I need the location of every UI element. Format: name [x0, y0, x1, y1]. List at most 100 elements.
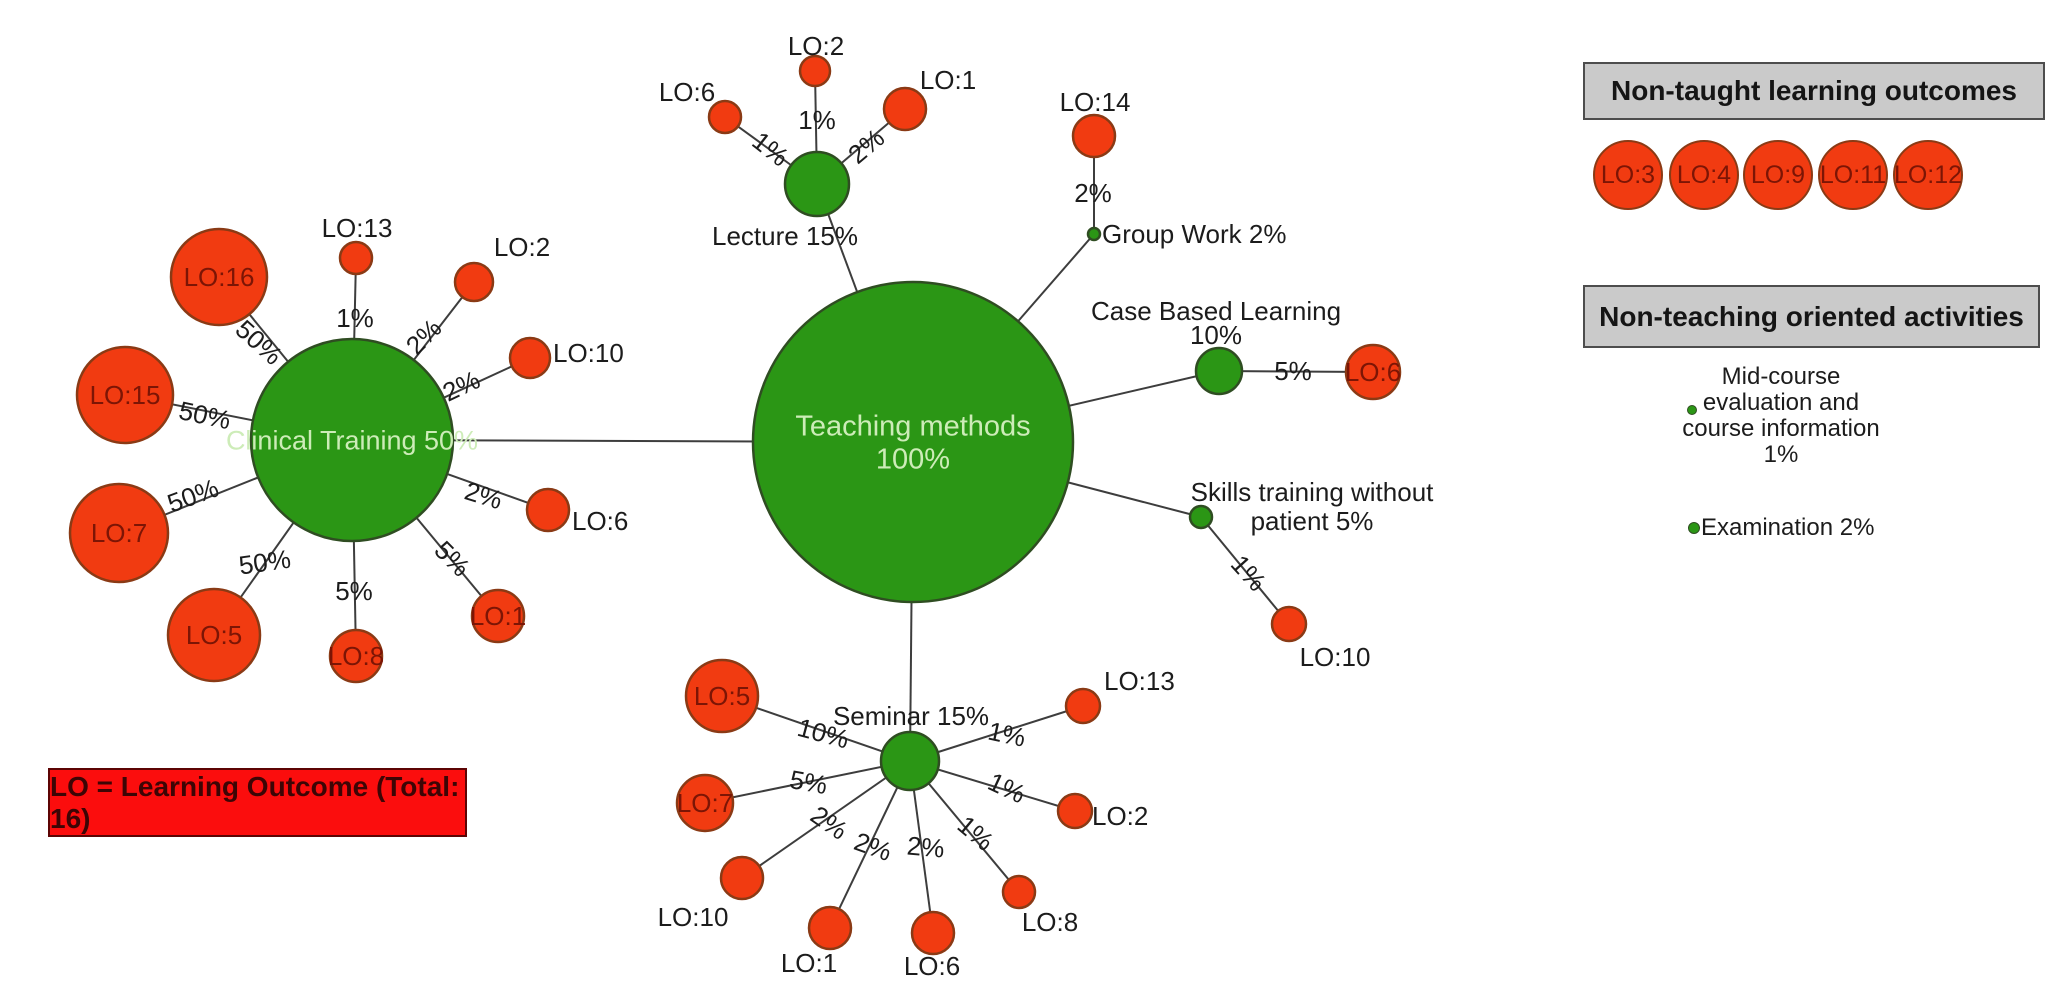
node-se_lo13-ext-label: LO:13: [1104, 666, 1175, 696]
edge-label-seminar-se_lo7: 5%: [787, 764, 829, 800]
node-se_lo10-outcome-circle: [719, 855, 765, 901]
node-se_lo2-outcome-circle: [1056, 792, 1094, 830]
node-se_lo6-ext-label: LO:6: [904, 951, 960, 981]
edge-label-seminar-se_lo6: 2%: [906, 830, 946, 863]
node-lo14-outcome-circle: [1071, 113, 1117, 159]
node-se_lo2-ext-label: LO:2: [1092, 801, 1148, 831]
node-groupwork-ext-label: Group Work 2%: [1102, 219, 1286, 249]
node-lecture-method-circle: [783, 150, 851, 218]
node-teaching-method-circle: [751, 280, 1075, 604]
node-c_lo15-label: LO:15: [90, 380, 161, 410]
edge-label-seminar-se_lo1: 2%: [850, 826, 896, 867]
node-seminar-method-circle: [879, 730, 941, 792]
node-c_lo5-outcome-circle: [166, 587, 262, 683]
node-c_lo7-label: LO:7: [91, 518, 147, 548]
edge-label-clinical-c_lo5: 50%: [237, 544, 293, 581]
node-skills-ext-label: Skills training without: [1191, 477, 1435, 507]
midcourse-evaluation-dot: [1687, 405, 1697, 415]
edge-label-clinical-c_lo6: 2%: [461, 476, 506, 516]
node-cbl-ext-label: Case Based Learning: [1091, 296, 1341, 326]
node-l_lo1-outcome-circle: [882, 86, 928, 132]
node-s_lo10-ext-label: LO:10: [1300, 642, 1371, 672]
non-teaching-activities-header: Non-teaching oriented activities: [1583, 285, 2040, 348]
edge-seminar-se_lo1: [829, 760, 911, 929]
non-taught-outcomes-header: Non-taught learning outcomes: [1583, 62, 2045, 120]
node-se_lo7-label: LO:7: [677, 788, 733, 818]
node-s_lo10-outcome-circle: [1270, 605, 1308, 643]
edge-seminar-se_lo13: [909, 705, 1084, 762]
node-cbl-method-circle: [1194, 346, 1244, 396]
non-taught-outcome-lo12: LO:12: [1893, 140, 1963, 210]
node-se_lo1-outcome-circle: [807, 905, 853, 951]
node-cbl-ext-label: 10%: [1190, 320, 1242, 350]
edge-seminar-se_lo10: [741, 760, 911, 879]
node-c_lo16-label: LO:16: [184, 262, 255, 292]
node-lecture-ext-label: Lecture 15%: [712, 221, 858, 251]
node-c_lo6-outcome-circle: [525, 487, 571, 533]
node-c_lo8-outcome-circle: [328, 628, 384, 684]
node-l_lo1-ext-label: LO:1: [920, 65, 976, 95]
node-c_lo13-outcome-circle: [338, 240, 374, 276]
node-se_lo8-ext-label: LO:8: [1022, 907, 1078, 937]
node-groupwork-method-circle: [1086, 226, 1102, 242]
node-c_lo15-outcome-circle: [75, 345, 175, 445]
non-teaching-activities-title: Non-teaching oriented activities: [1599, 300, 2024, 332]
node-se_lo8-outcome-circle: [1001, 874, 1037, 910]
node-l_lo6-outcome-circle: [707, 99, 743, 135]
non-taught-outcome-lo9: LO:9: [1743, 140, 1813, 210]
edge-label-clinical-c_lo15: 50%: [176, 395, 233, 435]
edge-label-lecture-l_lo1: 2%: [842, 123, 890, 170]
edge-label-lecture-l_lo2: 1%: [798, 105, 836, 135]
node-l_lo6-ext-label: LO:6: [659, 77, 715, 107]
midcourse-evaluation-label: Mid-course evaluation and course informa…: [1682, 363, 1880, 468]
node-c_lo10-ext-label: LO:10: [553, 338, 624, 368]
node-c_lo8-label: LO:8: [328, 641, 384, 671]
node-teaching-label: Teaching methods: [795, 411, 1030, 443]
node-se_lo13-outcome-circle: [1064, 687, 1102, 725]
node-c_lo13-ext-label: LO:13: [322, 213, 393, 243]
edge-label-lo14-groupwork: 2%: [1074, 178, 1112, 208]
node-skills-method-circle: [1188, 504, 1214, 530]
edge-label-seminar-se_lo13: 1%: [985, 716, 1028, 753]
node-se_lo1-ext-label: LO:1: [781, 948, 837, 978]
non-taught-outcome-lo11: LO:11: [1818, 140, 1888, 210]
node-seminar-ext-label: Seminar 15%: [833, 701, 989, 731]
non-taught-outcomes-title: Non-taught learning outcomes: [1611, 75, 2017, 106]
node-cb_lo6-outcome-circle: [1344, 343, 1402, 401]
node-se_lo10-ext-label: LO:10: [658, 902, 729, 932]
edge-seminar-se_lo7: [704, 760, 911, 804]
node-se_lo7-outcome-circle: [675, 773, 735, 833]
node-c_lo5-label: LO:5: [186, 620, 242, 650]
node-se_lo6-outcome-circle: [910, 910, 956, 956]
node-l_lo2-outcome-circle: [798, 54, 832, 88]
node-se_lo5-label: LO:5: [694, 681, 750, 711]
edge-label-clinical-c_lo2: 2%: [400, 313, 448, 361]
node-c_lo16-outcome-circle: [169, 227, 269, 327]
node-clinical-label: Clinical Training 50%: [226, 425, 478, 455]
node-teaching-label: 100%: [876, 444, 950, 476]
edge-label-clinical-c_lo7: 50%: [163, 473, 222, 519]
node-skills-ext-label: patient 5%: [1251, 506, 1374, 536]
edge-label-clinical-c_lo8: 5%: [335, 576, 373, 606]
node-c_lo1-outcome-circle: [470, 588, 526, 644]
examination-dot: [1688, 522, 1700, 534]
edge-label-seminar-se_lo2: 1%: [983, 766, 1030, 809]
node-c_lo1-label: LO:1: [470, 601, 526, 631]
node-lo14-ext-label: LO:14: [1060, 87, 1131, 117]
non-taught-outcome-lo4: LO:4: [1669, 140, 1739, 210]
node-c_lo6-ext-label: LO:6: [572, 506, 628, 536]
legend-note-box: LO = Learning Outcome (Total: 16): [48, 768, 467, 837]
node-c_lo2-ext-label: LO:2: [494, 232, 550, 262]
node-cb_lo6-label: LO:6: [1345, 357, 1401, 387]
edge-label-cbl-cb_lo6: 5%: [1274, 356, 1312, 386]
node-c_lo10-outcome-circle: [508, 336, 552, 380]
edge-label-clinical-c_lo16: 50%: [230, 314, 289, 371]
edge-label-clinical-c_lo13: 1%: [336, 303, 374, 333]
edge-label-seminar-se_lo8: 1%: [952, 810, 1000, 857]
non-taught-outcome-lo3: LO:3: [1593, 140, 1663, 210]
node-c_lo2-outcome-circle: [453, 261, 495, 303]
node-l_lo2-ext-label: LO:2: [788, 31, 844, 61]
legend-note-text: LO = Learning Outcome (Total: 16): [50, 770, 460, 834]
